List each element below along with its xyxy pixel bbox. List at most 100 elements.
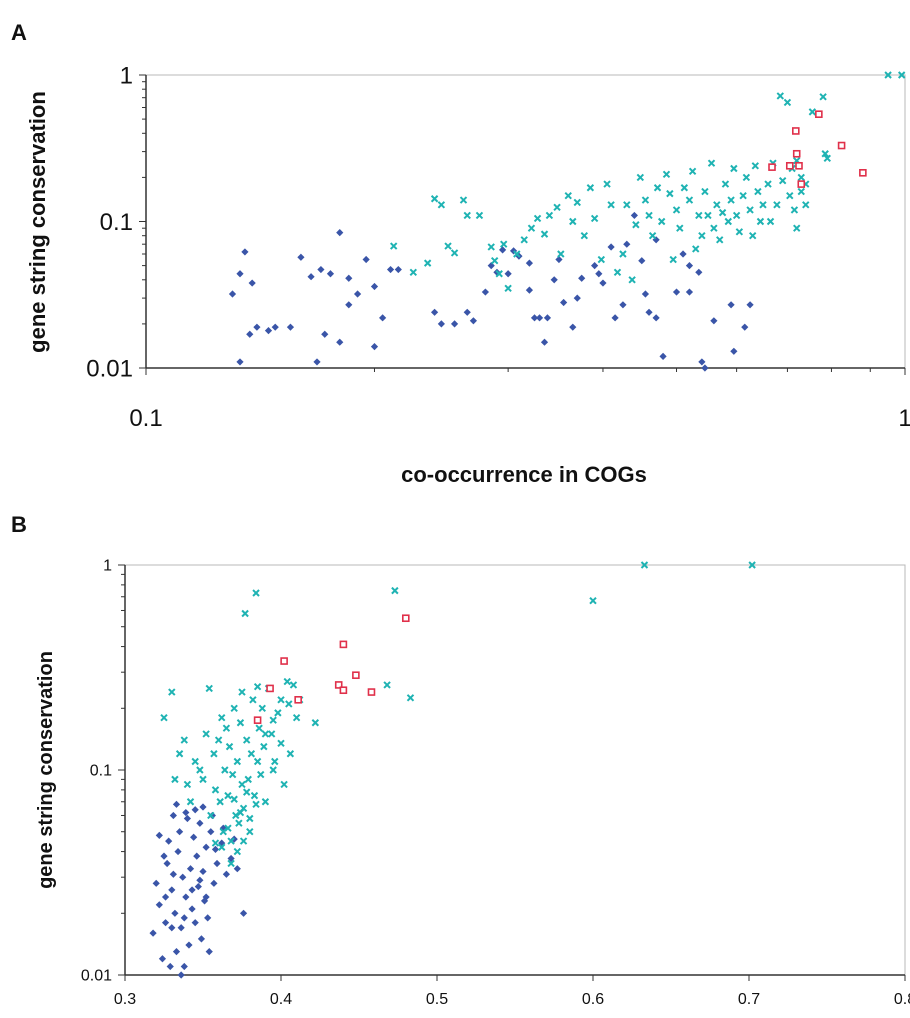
data-point-diamond — [149, 929, 157, 937]
data-point-x — [252, 589, 260, 597]
data-point-diamond — [228, 290, 237, 298]
data-point-diamond — [239, 909, 248, 917]
data-point-x — [224, 824, 232, 832]
x-tick-label: 0.7 — [738, 991, 760, 1008]
data-point-x — [669, 255, 677, 264]
data-point-diamond — [698, 358, 706, 366]
data-point-x — [573, 198, 581, 207]
data-point-diamond — [307, 273, 315, 281]
data-point-diamond — [386, 265, 395, 274]
data-point-diamond — [191, 806, 199, 814]
data-point-x — [271, 757, 279, 766]
x-tick-label: 0.3 — [114, 991, 136, 1008]
data-point-diamond — [161, 893, 170, 901]
data-point-x — [823, 154, 832, 163]
data-point-x — [672, 206, 681, 214]
data-point-x — [383, 681, 391, 689]
x-tick-label: 0.6 — [582, 991, 604, 1008]
data-point-x — [666, 189, 674, 198]
data-point-x — [261, 798, 270, 806]
data-point-diamond — [191, 919, 199, 927]
data-point-diamond — [199, 867, 207, 876]
data-point-x — [487, 243, 495, 251]
data-point-diamond — [169, 870, 177, 878]
data-point-x — [732, 211, 741, 220]
data-point-x — [603, 180, 611, 188]
data-point-diamond — [176, 828, 184, 836]
data-point-square — [785, 161, 794, 170]
data-point-square — [253, 716, 262, 724]
data-point-diamond — [555, 255, 563, 264]
data-point-diamond — [208, 811, 216, 820]
data-point-diamond — [695, 268, 703, 276]
data-point-x — [619, 250, 627, 258]
data-point-diamond — [370, 282, 379, 291]
panel-a-label: A — [11, 20, 27, 45]
data-point-diamond — [450, 320, 459, 328]
data-point-x — [680, 184, 689, 192]
data-point-x — [247, 750, 256, 758]
data-point-diamond — [630, 211, 638, 220]
y-tick-label: 0.01 — [86, 355, 133, 382]
data-point-diamond — [437, 320, 445, 328]
data-point-x — [205, 684, 213, 693]
data-point-x — [564, 191, 572, 200]
data-point-x — [285, 700, 293, 708]
data-point-x — [459, 196, 468, 204]
data-point-diamond — [196, 819, 204, 827]
data-point-diamond — [168, 924, 176, 932]
data-point-diamond — [379, 314, 387, 322]
data-point-square — [352, 671, 360, 680]
data-point-x — [267, 730, 276, 738]
data-point-x — [648, 231, 657, 240]
data-point-x — [662, 170, 671, 179]
data-point-x — [437, 201, 446, 209]
data-point-diamond — [638, 257, 646, 265]
data-point-x — [423, 259, 432, 267]
data-point-diamond — [746, 301, 754, 309]
data-point-x — [730, 164, 738, 173]
data-point-x — [210, 750, 218, 758]
data-point-diamond — [336, 338, 344, 346]
data-point-square — [339, 686, 348, 695]
data-point-x — [280, 780, 288, 789]
data-point-x — [406, 694, 415, 702]
data-point-x — [495, 270, 503, 278]
data-point-diamond — [177, 924, 185, 932]
data-point-square — [768, 163, 776, 171]
y-tick-label: 0.1 — [100, 209, 133, 236]
data-point-x — [735, 228, 744, 236]
data-point-x — [504, 284, 512, 293]
data-point-x — [707, 159, 716, 167]
data-point-x — [590, 214, 599, 223]
data-point-diamond — [362, 255, 370, 264]
data-point-square — [367, 688, 376, 696]
panel-a: A 0.1 1 0.010.11 co-occurrence in COGs ge… — [11, 20, 910, 487]
data-point-diamond — [595, 270, 603, 278]
data-point-diamond — [672, 288, 681, 296]
data-point-x — [500, 240, 508, 248]
data-point-x — [230, 704, 238, 712]
data-point-diamond — [591, 262, 599, 270]
data-point-square — [815, 110, 823, 119]
data-point-x — [232, 811, 240, 820]
data-point-diamond — [236, 358, 244, 366]
data-point-x — [688, 167, 697, 176]
data-point-x — [227, 859, 235, 868]
data-point-x — [748, 561, 756, 569]
panel-a-y-axis-title: gene string conservation — [25, 91, 50, 353]
data-point-x — [759, 201, 767, 209]
data-point-x — [430, 195, 439, 203]
data-point-x — [183, 780, 192, 789]
data-point-diamond — [193, 852, 201, 860]
data-point-x — [244, 775, 252, 784]
data-point-diamond — [560, 298, 568, 307]
x-tick-label: 0.4 — [270, 991, 292, 1008]
data-point-diamond — [623, 240, 631, 248]
data-point-x — [242, 736, 251, 744]
data-point-diamond — [205, 948, 213, 956]
data-point-diamond — [211, 845, 220, 853]
data-point-diamond — [741, 323, 749, 331]
data-point-diamond — [463, 308, 471, 316]
data-point-diamond — [430, 308, 439, 316]
